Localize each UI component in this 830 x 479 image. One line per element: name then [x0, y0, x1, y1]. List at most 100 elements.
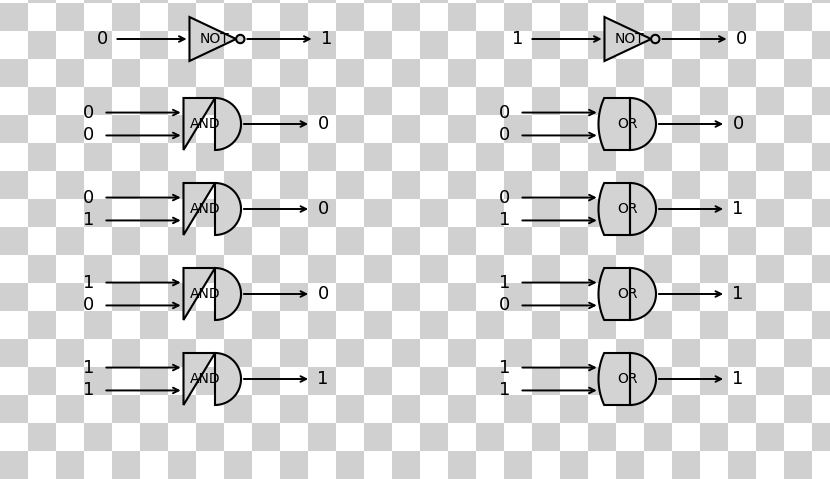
- Bar: [672, 395, 700, 423]
- Bar: [504, 423, 532, 451]
- Bar: [672, 31, 700, 59]
- Bar: [280, 283, 308, 311]
- Bar: [196, 59, 224, 87]
- Bar: [504, 283, 532, 311]
- Bar: [364, 3, 392, 31]
- Bar: [700, 395, 728, 423]
- Bar: [728, 0, 756, 3]
- Bar: [84, 451, 112, 479]
- Text: OR: OR: [617, 372, 637, 386]
- Bar: [84, 3, 112, 31]
- Bar: [280, 227, 308, 255]
- Bar: [0, 3, 28, 31]
- Bar: [168, 255, 196, 283]
- Bar: [112, 283, 140, 311]
- Bar: [756, 31, 784, 59]
- Bar: [700, 115, 728, 143]
- Bar: [392, 283, 420, 311]
- Bar: [784, 3, 812, 31]
- Bar: [672, 339, 700, 367]
- Bar: [448, 59, 476, 87]
- Bar: [112, 311, 140, 339]
- Text: 1: 1: [83, 211, 94, 229]
- Bar: [224, 199, 252, 227]
- Bar: [616, 367, 644, 395]
- Bar: [588, 59, 616, 87]
- Bar: [644, 171, 672, 199]
- Bar: [252, 395, 280, 423]
- Bar: [112, 171, 140, 199]
- Bar: [224, 451, 252, 479]
- Bar: [308, 59, 336, 87]
- Bar: [28, 143, 56, 171]
- Bar: [644, 3, 672, 31]
- Bar: [504, 451, 532, 479]
- Bar: [56, 367, 84, 395]
- Bar: [504, 339, 532, 367]
- Bar: [112, 367, 140, 395]
- Polygon shape: [598, 268, 656, 320]
- Bar: [532, 451, 560, 479]
- Bar: [560, 143, 588, 171]
- Bar: [336, 143, 364, 171]
- Bar: [448, 339, 476, 367]
- Bar: [168, 367, 196, 395]
- Bar: [196, 283, 224, 311]
- Bar: [476, 283, 504, 311]
- Bar: [420, 31, 448, 59]
- Bar: [588, 31, 616, 59]
- Bar: [644, 423, 672, 451]
- Bar: [364, 395, 392, 423]
- Bar: [28, 255, 56, 283]
- Bar: [672, 311, 700, 339]
- Bar: [420, 199, 448, 227]
- Bar: [616, 115, 644, 143]
- Bar: [420, 423, 448, 451]
- Text: 1: 1: [732, 200, 744, 218]
- Text: 0: 0: [317, 285, 329, 303]
- Bar: [420, 59, 448, 87]
- Bar: [532, 143, 560, 171]
- Bar: [672, 367, 700, 395]
- Bar: [672, 0, 700, 3]
- Bar: [700, 339, 728, 367]
- Bar: [644, 31, 672, 59]
- Bar: [56, 451, 84, 479]
- Bar: [476, 199, 504, 227]
- Bar: [336, 87, 364, 115]
- Bar: [112, 115, 140, 143]
- Bar: [672, 171, 700, 199]
- Bar: [308, 311, 336, 339]
- Text: 0: 0: [499, 297, 510, 314]
- Bar: [560, 3, 588, 31]
- Bar: [784, 367, 812, 395]
- Bar: [196, 31, 224, 59]
- Bar: [56, 199, 84, 227]
- Text: NOT: NOT: [200, 32, 230, 46]
- Bar: [448, 311, 476, 339]
- Bar: [420, 451, 448, 479]
- Bar: [168, 451, 196, 479]
- Bar: [392, 451, 420, 479]
- Bar: [812, 87, 830, 115]
- Bar: [0, 87, 28, 115]
- Bar: [588, 3, 616, 31]
- Bar: [112, 87, 140, 115]
- Bar: [812, 3, 830, 31]
- Bar: [644, 395, 672, 423]
- Bar: [392, 171, 420, 199]
- Bar: [112, 423, 140, 451]
- Bar: [224, 283, 252, 311]
- Bar: [140, 227, 168, 255]
- Bar: [56, 311, 84, 339]
- Text: 0: 0: [83, 103, 94, 122]
- Bar: [112, 59, 140, 87]
- Bar: [168, 3, 196, 31]
- Bar: [28, 3, 56, 31]
- Bar: [140, 143, 168, 171]
- Bar: [364, 31, 392, 59]
- Bar: [252, 423, 280, 451]
- Bar: [644, 339, 672, 367]
- Bar: [112, 31, 140, 59]
- Bar: [616, 227, 644, 255]
